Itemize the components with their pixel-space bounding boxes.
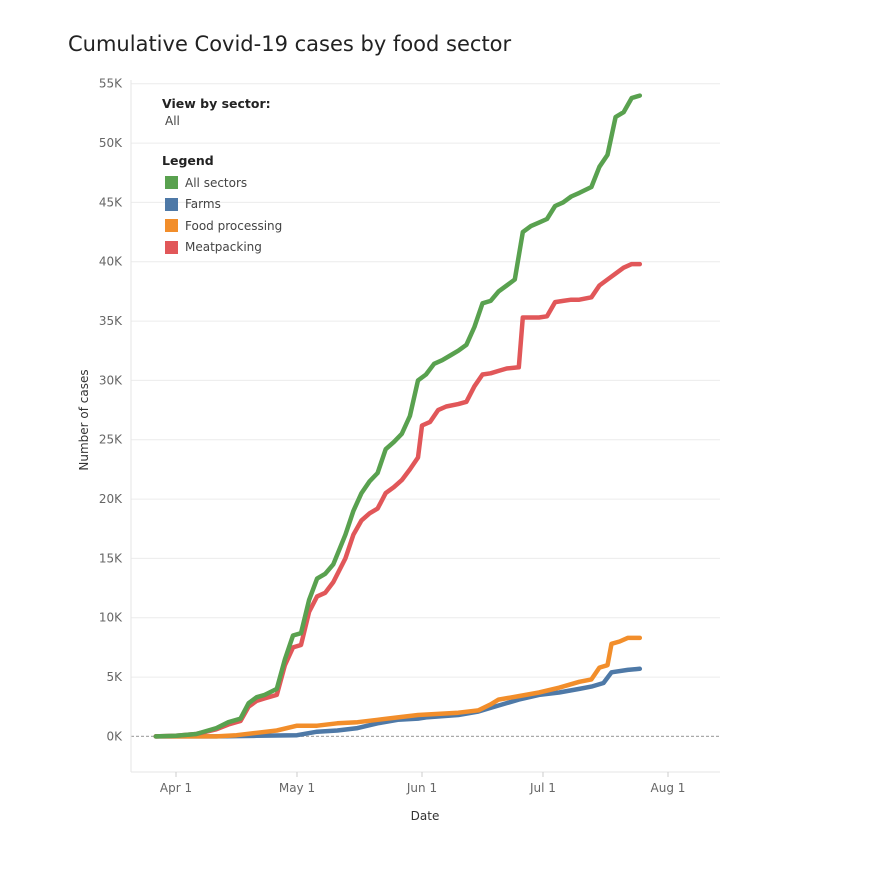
x-tick-labels: Apr 1 May 1 Jun 1 Jul 1 Aug 1 [160, 772, 686, 795]
y-tick-label: 35K [99, 314, 123, 328]
y-tick-label: 45K [99, 195, 123, 209]
axes [130, 80, 720, 773]
series-lines [153, 93, 643, 739]
y-tick-label: 5K [106, 670, 123, 684]
legend-item-all-sectors[interactable]: All sectors [162, 172, 282, 194]
legend-swatch [165, 240, 178, 254]
legend-item-farms[interactable]: Farms [162, 194, 282, 216]
series-line-meatpacking [153, 261, 643, 739]
y-tick-label: 40K [99, 255, 123, 269]
y-tick-label: 15K [99, 551, 123, 565]
gridlines [131, 83, 720, 738]
legend: Legend All sectors Farms Food processing… [162, 153, 282, 258]
legend-label: Food processing [185, 218, 283, 233]
x-tick-label: May 1 [279, 781, 315, 795]
legend-label: All sectors [185, 175, 248, 190]
x-tick-label: Apr 1 [160, 781, 192, 795]
legend-swatch [165, 176, 178, 190]
x-tick-label: Aug 1 [651, 781, 686, 795]
y-tick-labels: 0K 5K 10K 15K 20K 25K 30K 35K 40K 45K 50K 55K [99, 77, 123, 744]
x-tick-label: Jun 1 [406, 781, 437, 795]
y-tick-label: 55K [99, 77, 123, 91]
legend-swatch [165, 197, 178, 211]
y-tick-label: 50K [99, 136, 123, 150]
legend-item-food-processing[interactable]: Food processing [162, 215, 282, 237]
series-line-food-processing [153, 635, 643, 739]
legend-title: Legend [162, 153, 214, 168]
sector-filter-title: View by sector: [162, 96, 271, 111]
series-line-farms [153, 666, 643, 739]
y-tick-label: 20K [99, 492, 123, 506]
y-axis-label: Number of cases [77, 369, 91, 470]
y-tick-label: 10K [99, 611, 123, 625]
legend-label: Farms [185, 197, 221, 212]
y-tick-label: 30K [99, 373, 123, 387]
legend-label: Meatpacking [185, 240, 262, 255]
sector-filter[interactable]: View by sector: All [162, 96, 271, 128]
sector-filter-value[interactable]: All [165, 114, 180, 128]
series-line-all-sectors [153, 93, 643, 739]
chart-title: Cumulative Covid-19 cases by food sector [68, 32, 512, 56]
y-tick-label: 25K [99, 433, 123, 447]
y-tick-label: 0K [106, 729, 123, 743]
x-axis-label: Date [411, 809, 440, 823]
legend-item-meatpacking[interactable]: Meatpacking [162, 237, 282, 259]
x-tick-label: Jul 1 [529, 781, 556, 795]
legend-swatch [165, 219, 178, 233]
